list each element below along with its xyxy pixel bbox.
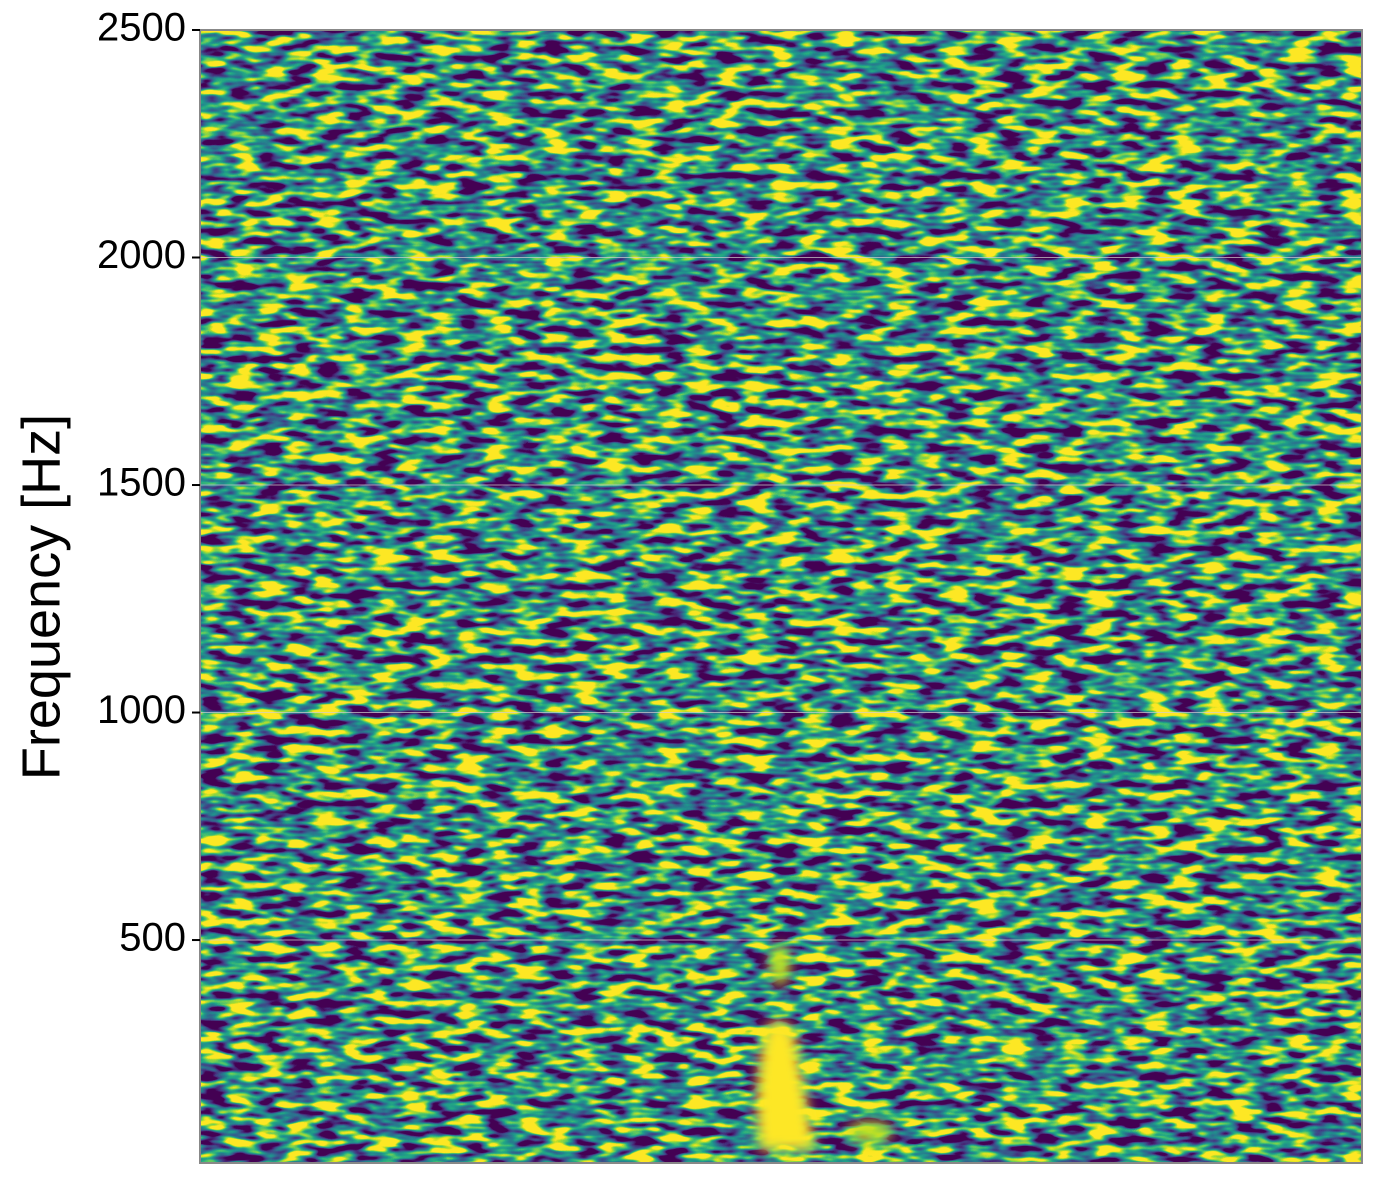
y-tick-label: 2000 [97, 233, 186, 277]
signal-blob [756, 945, 892, 1150]
y-tick-label: 1000 [97, 688, 186, 732]
heatmap-field [200, 30, 1362, 1163]
spectrogram [200, 30, 1362, 1163]
y-tick-label: 2500 [97, 6, 186, 50]
y-tick-label: 1500 [97, 461, 186, 505]
y-tick-label: 500 [119, 916, 186, 960]
y-axis-label: Frequency [Hz] [11, 414, 71, 780]
plot-frame [199, 29, 1363, 1164]
